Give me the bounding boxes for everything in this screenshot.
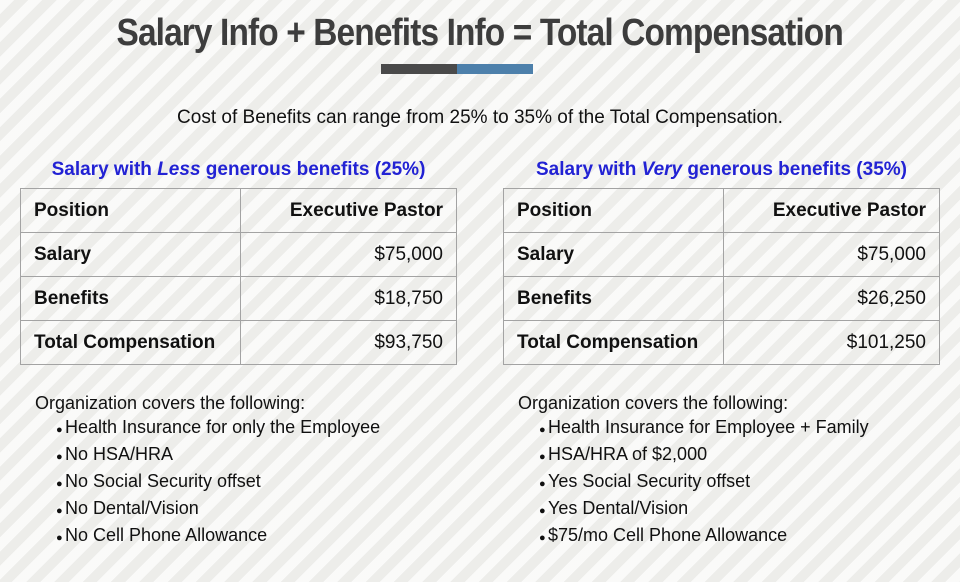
bullet-icon: ● [56, 424, 63, 436]
table-row: Benefits $26,250 [503, 276, 940, 321]
list-item: ● No HSA/HRA [35, 442, 457, 469]
benefits-label-cell: Benefits [503, 276, 724, 321]
benefits-value-cell: $26,250 [723, 276, 940, 321]
compensation-table-very: Position Executive Pastor Salary $75,000… [503, 188, 940, 365]
list-item: ● Health Insurance for only the Employee [35, 415, 457, 442]
bullet-icon: ● [56, 451, 63, 463]
list-item: ● Yes Social Security offset [518, 469, 940, 496]
table-row: Benefits $18,750 [20, 276, 457, 321]
list-item: ● Health Insurance for Employee + Family [518, 415, 940, 442]
bullet-icon: ● [539, 532, 546, 544]
position-value-cell: Executive Pastor [240, 188, 457, 233]
coverage-section-less: Organization covers the following: ● Hea… [20, 391, 457, 550]
heading-suffix: generous benefits (35%) [682, 159, 907, 180]
heading-prefix: Salary with [51, 159, 158, 180]
heading-emphasis: Less [157, 159, 201, 180]
bullet-icon: ● [539, 451, 546, 463]
bullet-icon: ● [539, 478, 546, 490]
salary-value-cell: $75,000 [240, 232, 457, 277]
column-less-generous: Salary with Less generous benefits (25%)… [20, 160, 457, 550]
table-row: Total Compensation $101,250 [503, 320, 940, 365]
title-underline-dark-segment [381, 64, 457, 74]
list-item: ● HSA/HRA of $2,000 [518, 442, 940, 469]
column-very-generous: Salary with Very generous benefits (35%)… [503, 160, 940, 550]
bullet-icon: ● [56, 478, 63, 490]
bullet-icon: ● [539, 505, 546, 517]
total-compensation-value-cell: $93,750 [240, 320, 457, 365]
total-compensation-label-cell: Total Compensation [503, 320, 724, 365]
list-item: ● No Dental/Vision [35, 496, 457, 523]
table-header-row: Position Executive Pastor [20, 188, 457, 233]
coverage-item-text: No Social Security offset [65, 471, 261, 491]
coverage-section-very: Organization covers the following: ● Hea… [503, 391, 940, 550]
bullet-icon: ● [56, 532, 63, 544]
salary-label-cell: Salary [20, 232, 241, 277]
coverage-item-text: Yes Social Security offset [548, 471, 751, 491]
coverage-list: ● Health Insurance for Employee + Family… [518, 415, 940, 550]
title-underline-blue-segment [457, 64, 533, 74]
heading-prefix: Salary with [536, 159, 642, 180]
coverage-intro: Organization covers the following: [35, 393, 306, 413]
column-heading-very: Salary with Very generous benefits (35%) [503, 160, 940, 180]
coverage-item-text: Yes Dental/Vision [548, 498, 689, 518]
comparison-columns: Salary with Less generous benefits (25%)… [0, 160, 960, 550]
coverage-item-text: No HSA/HRA [65, 444, 174, 464]
title-underline [381, 64, 533, 74]
salary-label-cell: Salary [503, 232, 724, 277]
heading-suffix: generous benefits (25%) [200, 159, 426, 180]
subtitle: Cost of Benefits can range from 25% to 3… [177, 107, 783, 128]
salary-value-cell: $75,000 [723, 232, 940, 277]
position-label-cell: Position [503, 188, 724, 233]
table-row: Salary $75,000 [20, 232, 457, 277]
table-row: Salary $75,000 [503, 232, 940, 277]
coverage-item-text: Health Insurance for Employee + Family [548, 417, 869, 437]
compensation-table-less: Position Executive Pastor Salary $75,000… [20, 188, 457, 365]
page-title: Salary Info + Benefits Info = Total Comp… [0, 0, 960, 55]
position-value-cell: Executive Pastor [723, 188, 940, 233]
coverage-item-text: Health Insurance for only the Employee [65, 417, 381, 437]
total-compensation-value-cell: $101,250 [723, 320, 940, 365]
heading-emphasis: Very [641, 159, 683, 180]
page-title-text: Salary Info + Benefits Info = Total Comp… [116, 12, 844, 54]
coverage-item-text: No Dental/Vision [65, 498, 199, 518]
list-item: ● No Social Security offset [35, 469, 457, 496]
table-header-row: Position Executive Pastor [503, 188, 940, 233]
list-item: ● No Cell Phone Allowance [35, 523, 457, 550]
slide-header: Salary Info + Benefits Info = Total Comp… [0, 0, 960, 74]
coverage-list: ● Health Insurance for only the Employee… [35, 415, 457, 550]
column-heading-less: Salary with Less generous benefits (25%) [20, 160, 457, 180]
coverage-item-text: No Cell Phone Allowance [65, 525, 268, 545]
list-item: ● $75/mo Cell Phone Allowance [518, 523, 940, 550]
coverage-item-text: $75/mo Cell Phone Allowance [548, 525, 788, 545]
bullet-icon: ● [56, 505, 63, 517]
total-compensation-label-cell: Total Compensation [20, 320, 241, 365]
coverage-item-text: HSA/HRA of $2,000 [548, 444, 708, 464]
benefits-value-cell: $18,750 [240, 276, 457, 321]
table-row: Total Compensation $93,750 [20, 320, 457, 365]
list-item: ● Yes Dental/Vision [518, 496, 940, 523]
benefits-label-cell: Benefits [20, 276, 241, 321]
coverage-intro: Organization covers the following: [518, 393, 789, 413]
position-label-cell: Position [20, 188, 241, 233]
bullet-icon: ● [539, 424, 546, 436]
